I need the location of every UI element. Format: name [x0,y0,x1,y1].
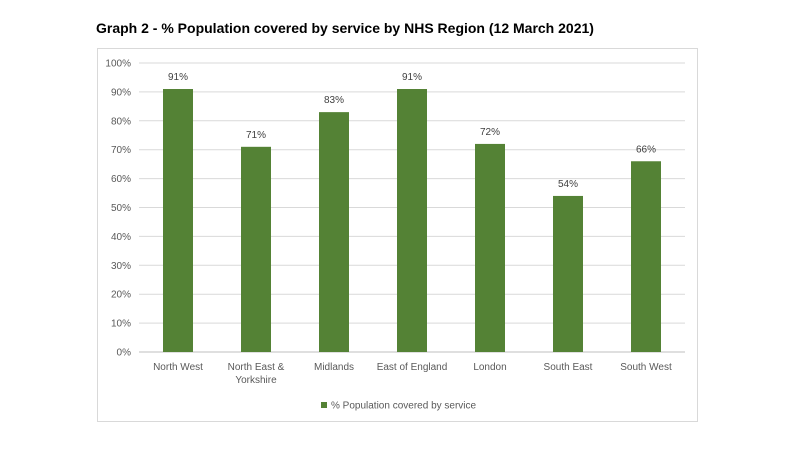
bars [163,89,661,352]
x-category-label: East of England [377,362,448,373]
y-tick-label: 40% [111,232,131,243]
x-category-label: North East & [228,362,285,373]
y-tick-label: 60% [111,174,131,185]
y-tick-label: 90% [111,87,131,98]
bar [397,89,427,352]
bar [319,112,349,352]
bar [241,146,271,352]
data-label: 71% [246,130,266,141]
y-tick-label: 50% [111,203,131,214]
legend: % Population covered by service [321,401,477,412]
y-tick-label: 100% [105,59,131,70]
y-axis-tick-labels: 0% 10% 20% 30% 40% 50% 60% 70% 80% 90% 100% [105,59,131,359]
data-label: 66% [636,144,656,155]
data-label: 83% [324,95,344,106]
data-label: 91% [168,72,188,83]
x-category-label: Midlands [314,362,354,373]
data-label: 54% [558,179,578,190]
chart-frame [97,48,698,422]
data-label: 91% [402,72,422,83]
legend-swatch [321,402,327,408]
chart-title: Graph 2 - % Population covered by servic… [96,20,594,36]
bar [475,143,505,352]
data-label: 72% [480,127,500,138]
y-tick-label: 30% [111,261,131,272]
y-tick-label: 0% [117,348,132,359]
bar [553,195,583,352]
data-labels: 91% 71% 83% 91% 72% 54% 66% [168,72,656,190]
x-category-label: South East [544,362,593,373]
legend-label: % Population covered by service [331,401,477,412]
bar [163,89,193,352]
y-tick-label: 10% [111,319,131,330]
y-tick-label: 80% [111,116,131,127]
x-axis-category-labels: North West North East & Yorkshire Midlands E… [153,362,672,386]
x-category-label: London [473,362,506,373]
y-tick-label: 20% [111,290,131,301]
x-category-label: North West [153,362,203,373]
x-category-label: South West [620,362,672,373]
x-category-label: Yorkshire [235,375,277,386]
bar [631,161,661,352]
y-tick-label: 70% [111,145,131,156]
